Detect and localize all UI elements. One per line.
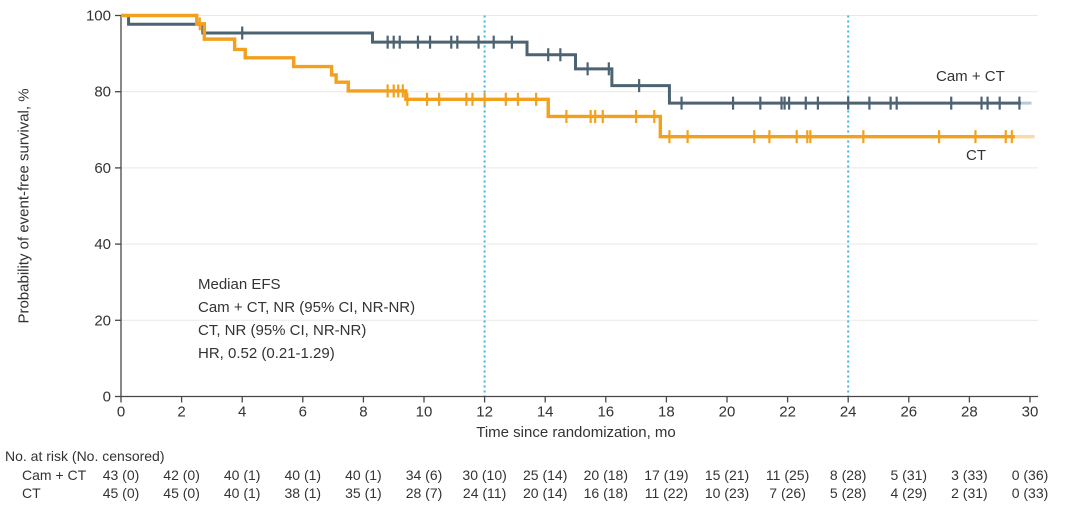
- risk-cell-cam-ct-8mo: 40 (1): [345, 467, 382, 483]
- y-tick-label: 40: [94, 236, 111, 253]
- y-tick-label: 20: [94, 312, 111, 329]
- risk-cell-cam-ct-12mo: 30 (10): [462, 467, 507, 483]
- y-tick-label: 80: [94, 84, 111, 101]
- risk-cell-ct-30mo: 0 (33): [1011, 485, 1049, 501]
- risk-cell-cam-ct-6mo: 40 (1): [284, 467, 322, 483]
- risk-cell-cam-ct-28mo: 3 (33): [951, 467, 988, 483]
- risk-cell-ct-4mo: 40 (1): [223, 485, 261, 501]
- risk-cell-ct-28mo: 2 (31): [951, 485, 988, 501]
- risk-cell-cam-ct-24mo: 8 (28): [829, 467, 867, 483]
- x-tick-label: 22: [779, 404, 796, 421]
- x-tick-label: 8: [359, 404, 367, 421]
- risk-table-header: No. at risk (No. censored): [5, 448, 165, 464]
- risk-cell-ct-10mo: 28 (7): [405, 485, 443, 501]
- y-tick-label: 100: [86, 8, 111, 25]
- risk-cell-ct-6mo: 38 (1): [284, 485, 322, 501]
- y-tick-label: 0: [103, 389, 111, 406]
- x-tick-label: 2: [177, 404, 185, 421]
- x-tick-label: 18: [658, 404, 675, 421]
- risk-cell-ct-2mo: 45 (0): [163, 485, 200, 501]
- y-axis-title: Probability of event-free survival, %: [15, 88, 33, 324]
- risk-cell-ct-14mo: 20 (14): [523, 485, 568, 501]
- y-tick-label: 60: [94, 160, 111, 177]
- median-efs-annotation: Median EFS Cam + CT, NR (95% CI, NR-NR) …: [198, 273, 415, 365]
- risk-cell-ct-22mo: 7 (26): [769, 485, 806, 501]
- annotation-line-median-efs: Median EFS: [198, 276, 281, 293]
- risk-row-label-ct: CT: [22, 485, 41, 501]
- x-tick-label: 14: [537, 404, 554, 421]
- x-tick-label: 30: [1022, 404, 1039, 421]
- annotation-line-ct: CT, NR (95% CI, NR-NR): [198, 322, 367, 339]
- risk-cell-cam-ct-0mo: 43 (0): [102, 467, 140, 483]
- risk-cell-ct-0mo: 45 (0): [102, 485, 140, 501]
- x-tick-label: 12: [476, 404, 493, 421]
- x-tick-label: 0: [117, 404, 125, 421]
- curve-label-cam-ct: Cam + CT: [936, 68, 1005, 85]
- x-tick-label: 20: [719, 404, 736, 421]
- risk-cell-ct-18mo: 11 (22): [644, 485, 689, 501]
- risk-cell-ct-24mo: 5 (28): [829, 485, 867, 501]
- risk-cell-ct-8mo: 35 (1): [345, 485, 382, 501]
- x-tick-label: 26: [900, 404, 917, 421]
- risk-cell-ct-26mo: 4 (29): [890, 485, 928, 501]
- risk-cell-cam-ct-20mo: 15 (21): [704, 467, 750, 483]
- risk-cell-ct-16mo: 16 (18): [583, 485, 628, 501]
- risk-row-label-cam-ct: Cam + CT: [22, 467, 87, 483]
- x-tick-label: 6: [299, 404, 307, 421]
- risk-cell-cam-ct-18mo: 17 (19): [644, 467, 689, 483]
- curve-label-ct: CT: [966, 147, 986, 164]
- x-tick-label: 24: [840, 404, 857, 421]
- risk-cell-cam-ct-16mo: 20 (18): [583, 467, 628, 483]
- series-cam-ct-curve: [121, 14, 1021, 105]
- risk-cell-cam-ct-2mo: 42 (0): [163, 467, 200, 483]
- risk-cell-cam-ct-30mo: 0 (36): [1011, 467, 1049, 483]
- risk-cell-cam-ct-26mo: 5 (31): [890, 467, 928, 483]
- x-tick-label: 10: [416, 404, 433, 421]
- annotation-line-hr: HR, 0.52 (0.21-1.29): [198, 345, 335, 362]
- risk-cell-cam-ct-14mo: 25 (14): [523, 467, 568, 483]
- risk-cell-cam-ct-10mo: 34 (6): [405, 467, 443, 483]
- annotation-line-cam-ct: Cam + CT, NR (95% CI, NR-NR): [198, 299, 416, 316]
- series-ct-curve: [121, 13, 1015, 139]
- risk-cell-cam-ct-22mo: 11 (25): [765, 467, 810, 483]
- risk-cell-ct-12mo: 24 (11): [462, 485, 507, 501]
- risk-cell-cam-ct-4mo: 40 (1): [223, 467, 261, 483]
- x-tick-label: 28: [961, 404, 978, 421]
- x-tick-label: 4: [238, 404, 246, 421]
- x-tick-label: 16: [597, 404, 614, 421]
- risk-cell-ct-20mo: 10 (23): [704, 485, 750, 501]
- x-axis-title: Time since randomization, mo: [476, 424, 676, 441]
